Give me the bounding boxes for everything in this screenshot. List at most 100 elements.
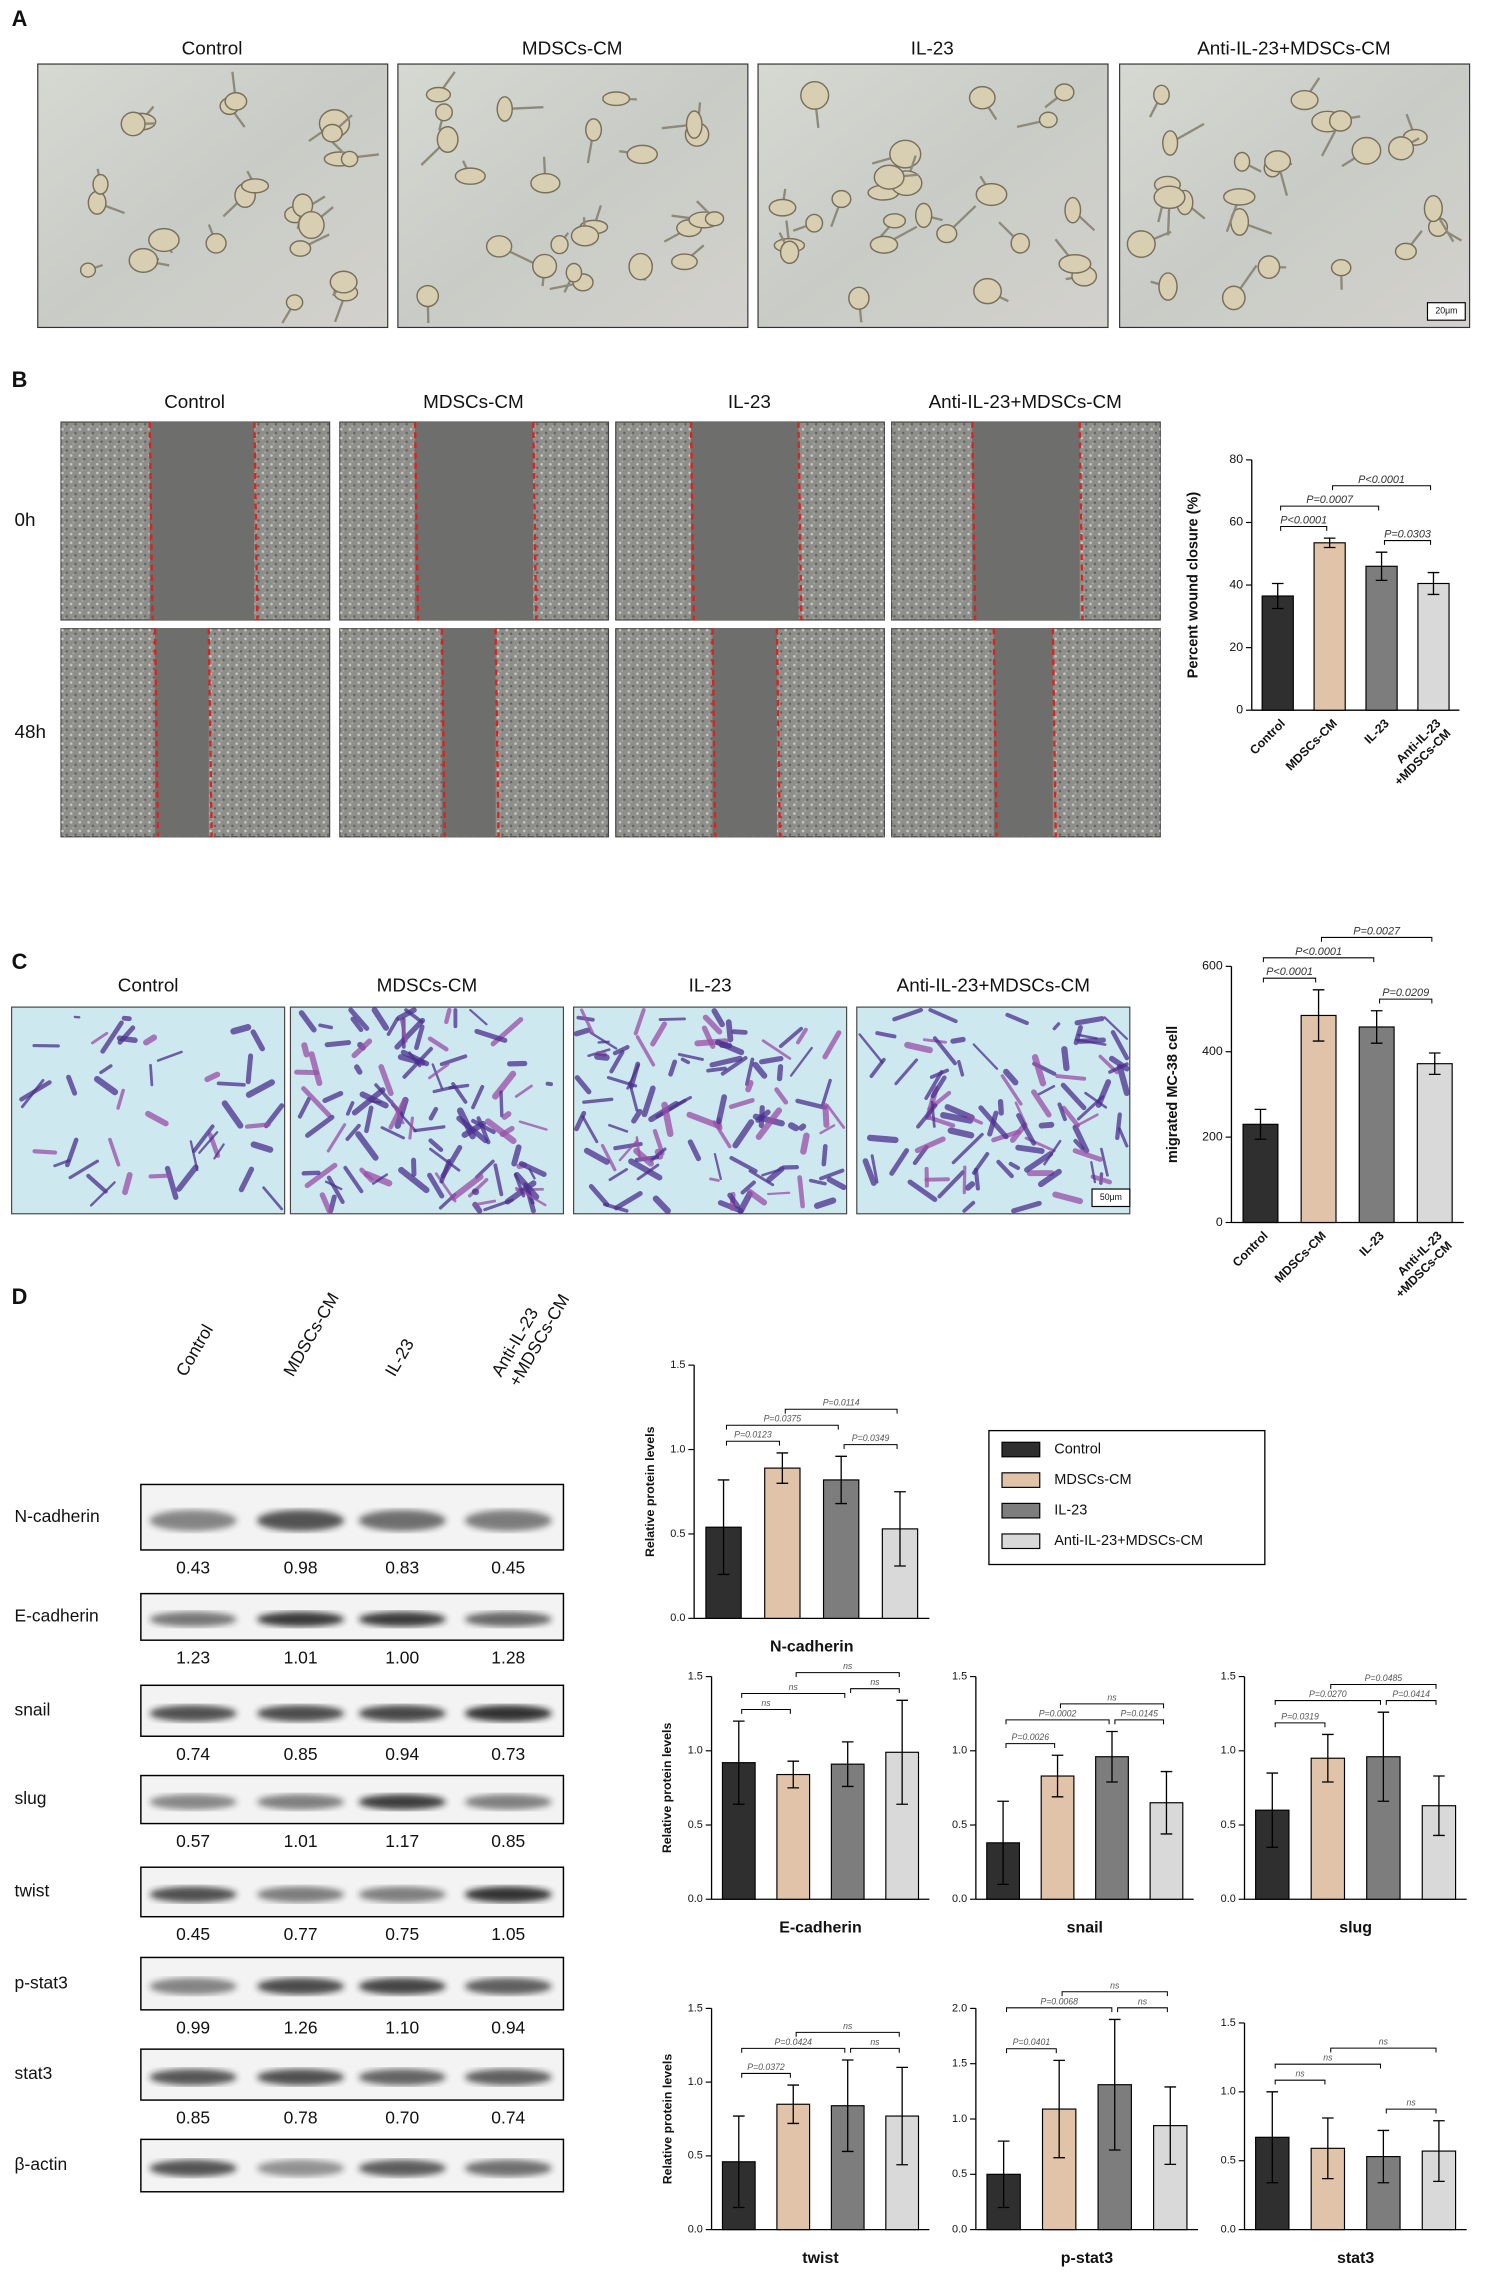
stained-cell <box>100 1020 124 1054</box>
stained-cell <box>951 1132 984 1165</box>
stained-cell <box>822 1030 842 1060</box>
stained-cell <box>345 1101 355 1116</box>
stained-cell <box>414 1024 425 1051</box>
blot-band <box>257 1611 345 1627</box>
error-bar <box>1322 1733 1334 1783</box>
stained-cell <box>493 1163 504 1197</box>
stained-cell <box>789 1046 813 1077</box>
stained-cell <box>930 1100 936 1128</box>
y-tick-label: 1.0 <box>952 1745 967 1757</box>
stained-cell <box>712 1120 732 1149</box>
blot-value: 1.00 <box>385 1648 419 1668</box>
y-tick-label: 1.5 <box>670 1359 685 1371</box>
y-tick-label: 0.5 <box>670 1528 685 1540</box>
blot-value: 1.05 <box>491 1924 525 1944</box>
cell <box>704 211 725 227</box>
stained-cell <box>230 1024 252 1035</box>
micrograph <box>397 63 749 329</box>
scratch-image <box>891 421 1161 621</box>
y-tick-label: 600 <box>1202 959 1223 973</box>
stained-cell <box>148 1173 173 1179</box>
stained-cell <box>808 1178 827 1186</box>
stained-cell <box>889 1148 910 1176</box>
stained-cell <box>359 1167 374 1183</box>
significance-bracket <box>1280 525 1328 531</box>
blot-band <box>257 2069 345 2086</box>
error-bar <box>1312 989 1325 1042</box>
significance-bracket <box>1379 998 1433 1004</box>
significance-label: ns <box>843 2021 853 2031</box>
cell <box>1387 136 1415 161</box>
stained-cell <box>821 1144 828 1167</box>
stained-cell <box>924 1070 944 1100</box>
stained-cell <box>1061 1046 1070 1072</box>
cell <box>768 198 797 217</box>
stained-cell <box>631 1108 643 1124</box>
stained-cell <box>380 1126 406 1140</box>
stained-cell <box>716 1094 728 1125</box>
stained-cell <box>701 1025 716 1049</box>
stained-cell <box>702 1014 723 1035</box>
cell <box>1058 254 1092 274</box>
significance-bracket <box>1280 505 1380 511</box>
scratch-image <box>615 628 885 838</box>
y-tick-label: 1.5 <box>1221 2017 1236 2029</box>
stained-cell <box>774 1087 789 1105</box>
blot-band <box>358 1794 446 1810</box>
y-tick-label: 0.5 <box>1221 2155 1236 2167</box>
stained-cell <box>216 1081 246 1087</box>
blot-strip <box>140 2138 565 2193</box>
stained-cell <box>429 1147 461 1172</box>
stained-cell <box>1016 1113 1037 1146</box>
significance-bracket <box>795 1672 900 1678</box>
y-tick-label: 0.0 <box>688 1893 703 1905</box>
error-bar <box>787 2084 800 2125</box>
stained-cell <box>396 1007 417 1021</box>
scale-bar-label: 50μm <box>1100 1192 1122 1202</box>
stained-cell <box>348 1007 370 1031</box>
stained-cell <box>1052 1191 1084 1205</box>
stained-cell <box>471 1118 496 1135</box>
cell <box>800 80 830 110</box>
stained-cell <box>343 1165 364 1194</box>
y-tick-label: 0.5 <box>952 2168 967 2180</box>
stained-cell <box>626 1063 640 1090</box>
panel-label: B <box>12 367 28 392</box>
stained-cell <box>301 1170 321 1176</box>
wound-gap <box>690 422 799 620</box>
y-tick-label: 0.0 <box>952 1893 967 1905</box>
significance-bracket <box>725 1424 839 1430</box>
stained-cell <box>1117 1127 1129 1148</box>
stained-cell <box>450 1173 484 1201</box>
stained-cell <box>301 1042 310 1058</box>
row-label: 48h <box>15 722 46 743</box>
cell <box>532 253 558 279</box>
micrograph <box>757 63 1109 329</box>
stained-cell <box>484 1118 517 1145</box>
legend-label: Control <box>1054 1441 1101 1457</box>
significance-label: P=0.0303 <box>1384 529 1431 541</box>
stained-cell <box>198 1131 219 1154</box>
y-tick-label: 40 <box>1229 577 1243 591</box>
cell <box>1064 196 1082 224</box>
significance-bracket <box>1274 1722 1326 1728</box>
stained-cell <box>444 1007 452 1025</box>
cell <box>1328 110 1353 132</box>
stained-cell <box>318 1023 333 1030</box>
significance-label: P=0.0027 <box>1353 925 1401 937</box>
stained-cell <box>589 1031 618 1050</box>
stained-cell <box>305 1114 335 1138</box>
stained-cell <box>428 1063 450 1080</box>
error-bar <box>1106 1730 1118 1783</box>
stained-cell <box>364 1105 374 1134</box>
cell <box>1054 83 1075 102</box>
stained-cell <box>20 1078 45 1109</box>
cell <box>882 213 907 229</box>
stained-cell <box>580 1008 595 1035</box>
cell <box>570 225 600 247</box>
stained-cell <box>1037 1084 1056 1096</box>
x-tick-label: Anti-IL-23+MDSCs-CM <box>1383 1229 1455 1301</box>
stained-cell <box>600 1143 617 1172</box>
error-bar <box>894 1491 906 1567</box>
significance-label: P=0.0068 <box>1040 1996 1078 2006</box>
